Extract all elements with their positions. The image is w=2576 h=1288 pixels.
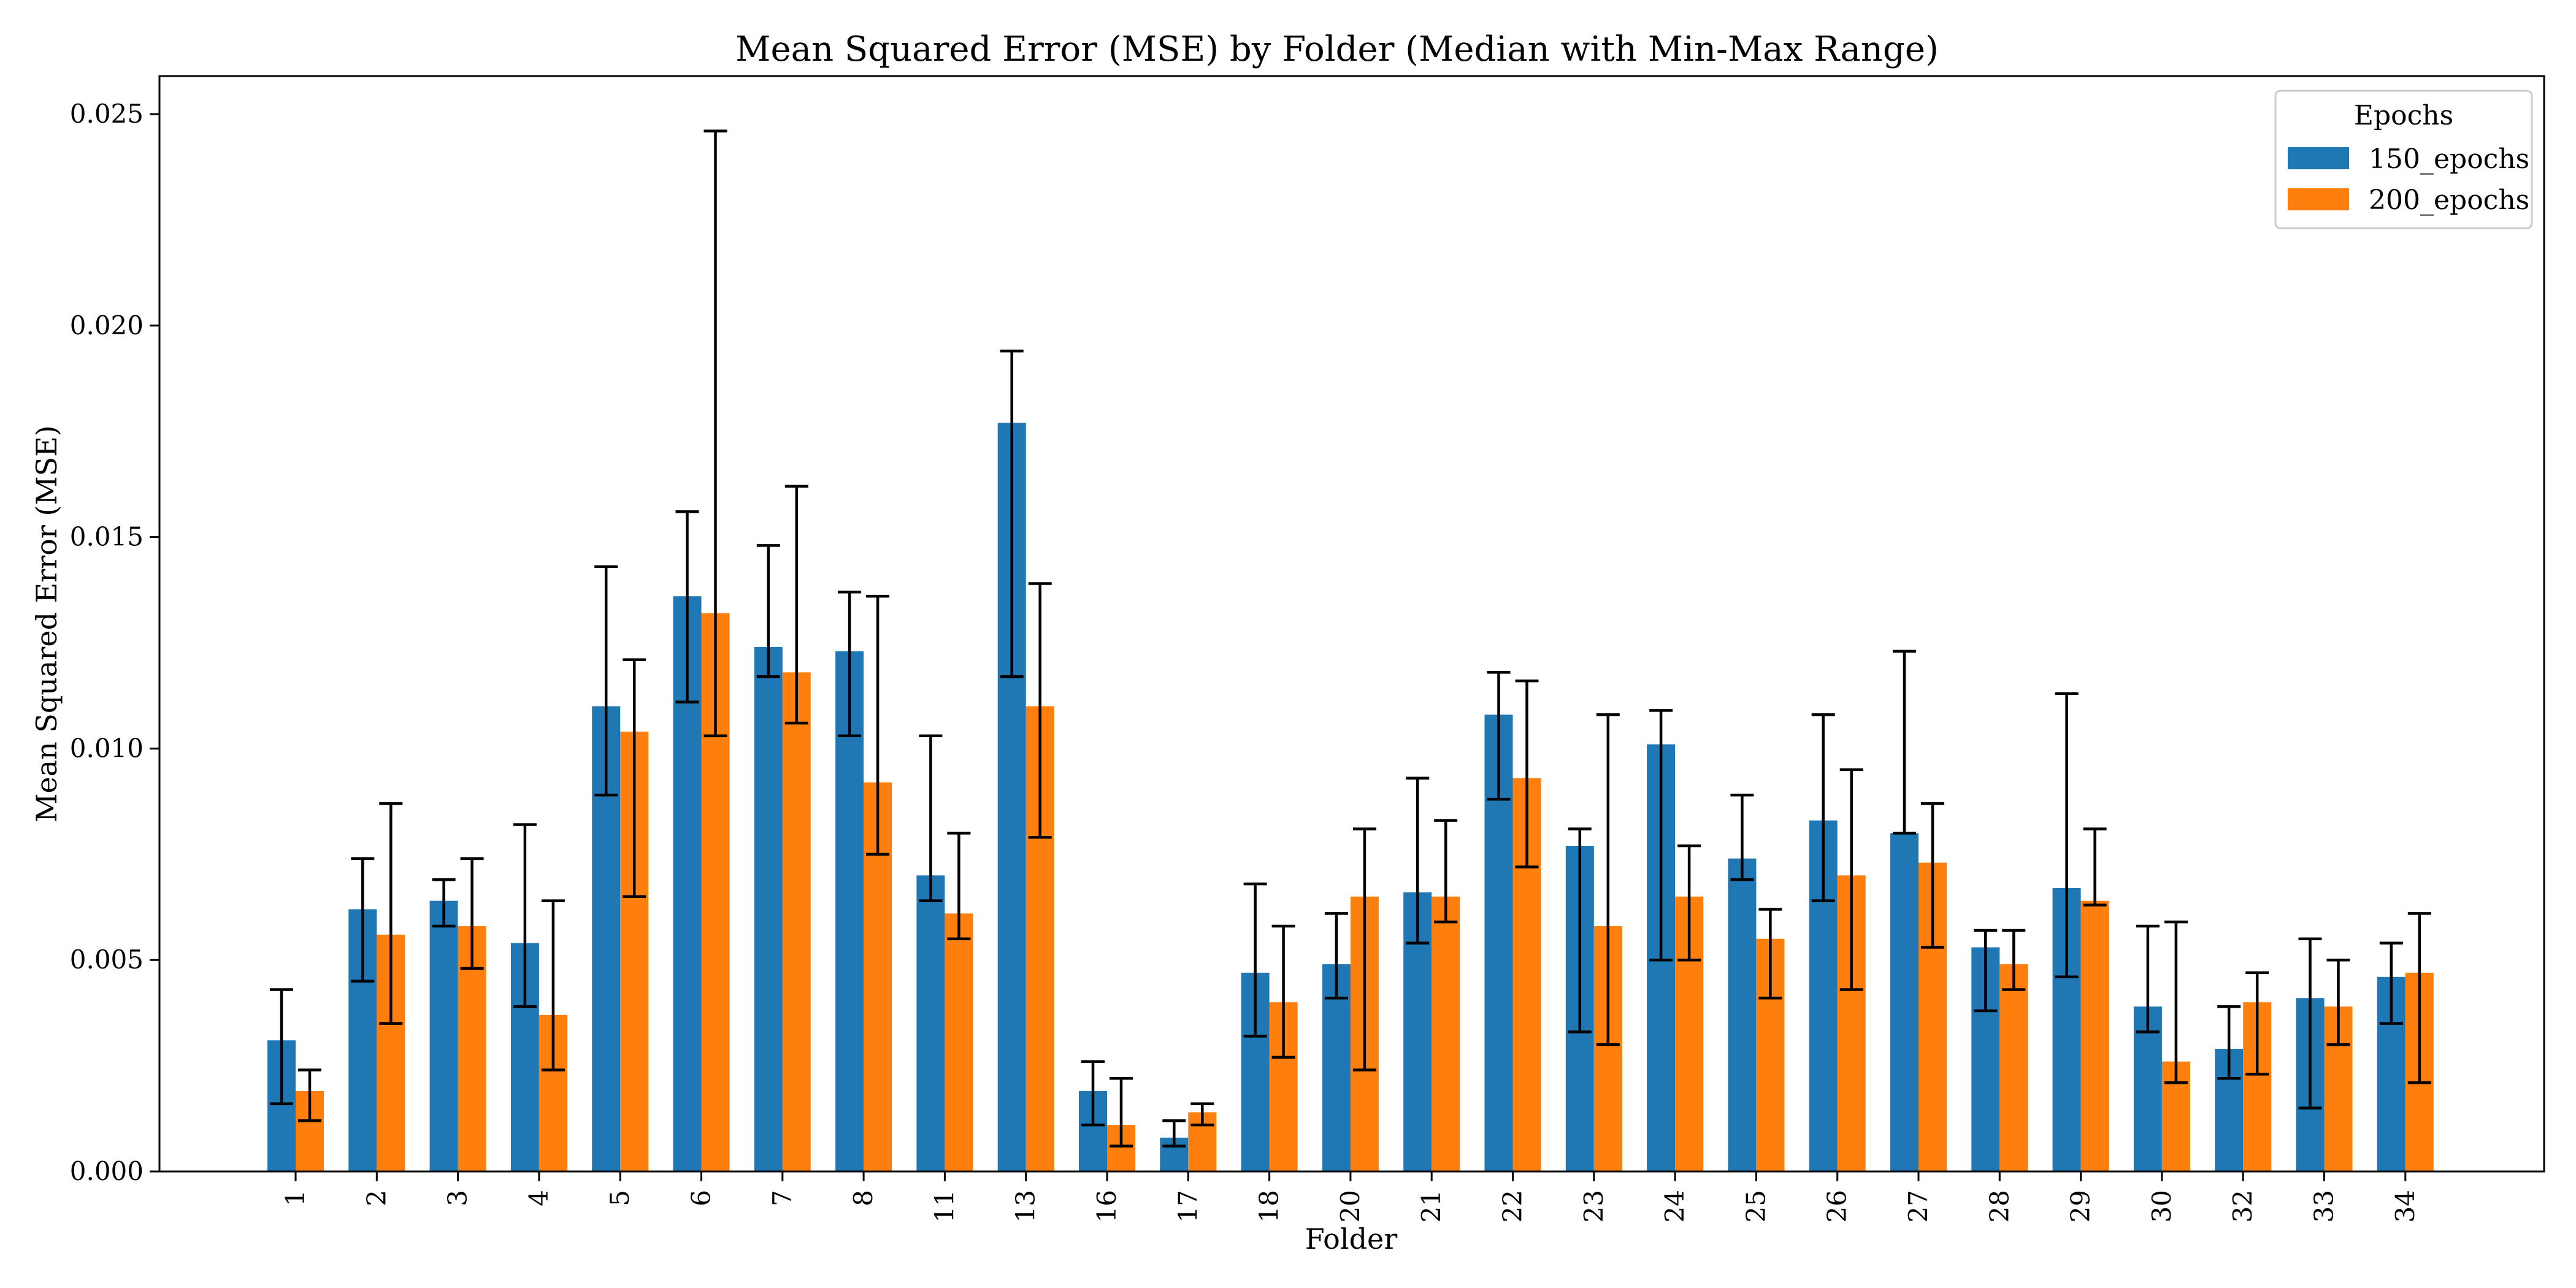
x-tick-label: 24 (1660, 1190, 1690, 1222)
x-tick-label: 28 (1984, 1190, 2014, 1222)
x-tick-label: 13 (1011, 1190, 1041, 1222)
bar-150_epochs-folder-30 (2133, 1006, 2162, 1171)
x-tick-label: 8 (848, 1190, 878, 1206)
bar-200_epochs-folder-28 (1999, 964, 2028, 1171)
x-tick-label: 27 (1903, 1190, 1933, 1222)
bar-200_epochs-folder-21 (1432, 896, 1460, 1171)
x-tick-label: 6 (686, 1190, 716, 1206)
y-tick-label: 0.025 (70, 99, 144, 129)
x-tick-label: 5 (605, 1190, 635, 1206)
y-tick-label: 0.020 (70, 310, 144, 340)
bar-150_epochs-folder-7 (754, 646, 783, 1171)
bar-200_epochs-folder-29 (2080, 900, 2109, 1171)
bar-150_epochs-folder-25 (1728, 858, 1757, 1171)
bar-150_epochs-folder-27 (1890, 833, 1919, 1171)
y-tick-label: 0.015 (70, 522, 144, 552)
x-tick-label: 34 (2390, 1190, 2420, 1222)
x-axis-label: Folder (1305, 1222, 1397, 1255)
x-tick-label: 29 (2066, 1190, 2096, 1222)
legend: Epochs 150_epochs 200_epochs (2274, 90, 2533, 229)
x-tick-label: 32 (2228, 1190, 2258, 1222)
legend-swatch-150-epochs (2288, 147, 2349, 169)
y-axis-label: Mean Squared Error (MSE) (30, 425, 63, 822)
x-tick-label: 23 (1579, 1190, 1609, 1222)
bar-200_epochs-folder-11 (945, 913, 973, 1171)
x-tick-label: 3 (443, 1190, 473, 1206)
y-tick-label: 0.000 (70, 1156, 144, 1186)
y-tick-label: 0.005 (70, 945, 144, 975)
chart-title: Mean Squared Error (MSE) by Folder (Medi… (735, 29, 1939, 69)
legend-label-200-epochs: 200_epochs (2369, 185, 2529, 216)
plot-frame (158, 75, 2545, 1173)
x-tick-label: 18 (1254, 1190, 1284, 1222)
x-tick-label: 2 (361, 1190, 391, 1206)
x-tick-label: 7 (767, 1190, 797, 1206)
x-tick-label: 11 (929, 1190, 959, 1222)
bar-150_epochs-folder-3 (429, 900, 458, 1171)
plot-area (267, 129, 2434, 1172)
legend-swatch-200-epochs (2288, 188, 2349, 210)
bar-200_epochs-folder-7 (782, 672, 811, 1171)
legend-title: Epochs (2354, 100, 2453, 131)
x-tick-label: 16 (1092, 1190, 1122, 1222)
y-tick-label: 0.010 (70, 733, 144, 763)
x-tick-label: 4 (524, 1190, 554, 1206)
x-axis: 1 2 3 4 5 6 7 8 11 13 16 17 18 20 21 22 23 24 25 26 27 28 29 30… (280, 1171, 2420, 1222)
x-tick-label: 30 (2147, 1190, 2177, 1222)
x-tick-label: 22 (1498, 1190, 1528, 1222)
x-tick-label: 21 (1416, 1190, 1446, 1222)
x-tick-label: 17 (1173, 1190, 1203, 1222)
bar-150_epochs-folder-8 (835, 651, 864, 1171)
x-tick-label: 1 (280, 1190, 310, 1206)
bar-150_epochs-folder-11 (916, 875, 945, 1171)
x-tick-label: 26 (1822, 1190, 1852, 1222)
x-tick-label: 25 (1741, 1190, 1771, 1222)
legend-label-150-epochs: 150_epochs (2369, 144, 2529, 175)
y-axis: 0.000 0.005 0.010 0.015 0.020 0.025 (70, 99, 159, 1186)
x-tick-label: 20 (1335, 1190, 1365, 1222)
x-tick-label: 33 (2309, 1190, 2339, 1222)
